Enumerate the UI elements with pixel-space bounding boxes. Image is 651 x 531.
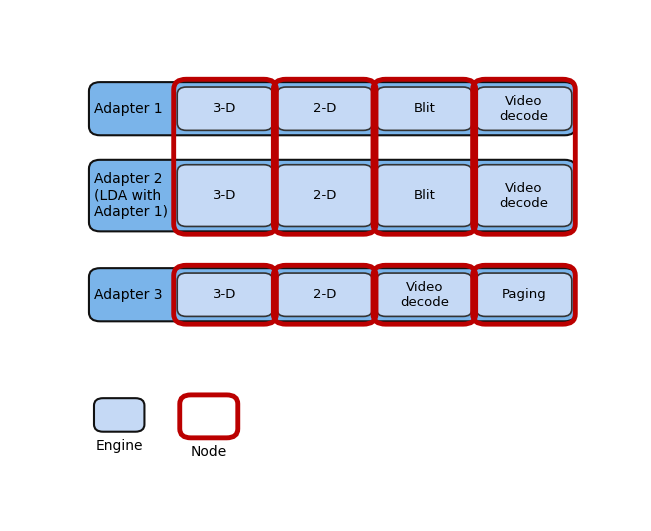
Text: Video
decode: Video decode [499,95,549,123]
FancyBboxPatch shape [180,395,238,438]
Text: Node: Node [191,445,227,459]
Text: 2-D: 2-D [313,102,337,115]
Text: Adapter 2
(LDA with
Adapter 1): Adapter 2 (LDA with Adapter 1) [94,173,168,219]
FancyBboxPatch shape [89,160,575,232]
FancyBboxPatch shape [476,273,572,316]
FancyBboxPatch shape [376,165,472,226]
Text: 3-D: 3-D [214,189,237,202]
Text: 3-D: 3-D [214,288,237,301]
Text: Blit: Blit [413,189,436,202]
Text: Paging: Paging [501,288,546,301]
FancyBboxPatch shape [177,273,273,316]
FancyBboxPatch shape [177,165,273,226]
Text: 3-D: 3-D [214,102,237,115]
FancyBboxPatch shape [277,87,372,131]
Text: 2-D: 2-D [313,189,337,202]
Text: Adapter 3: Adapter 3 [94,288,163,302]
FancyBboxPatch shape [177,87,273,131]
FancyBboxPatch shape [277,273,372,316]
FancyBboxPatch shape [277,165,372,226]
Text: Video
decode: Video decode [499,182,549,210]
FancyBboxPatch shape [476,87,572,131]
Text: Video
decode: Video decode [400,281,449,309]
Text: Adapter 1: Adapter 1 [94,102,163,116]
FancyBboxPatch shape [376,273,472,316]
Text: 2-D: 2-D [313,288,337,301]
Text: Engine: Engine [96,439,143,453]
Text: Blit: Blit [413,102,436,115]
FancyBboxPatch shape [89,82,575,135]
FancyBboxPatch shape [94,398,145,432]
FancyBboxPatch shape [476,165,572,226]
FancyBboxPatch shape [376,87,472,131]
FancyBboxPatch shape [89,268,575,321]
